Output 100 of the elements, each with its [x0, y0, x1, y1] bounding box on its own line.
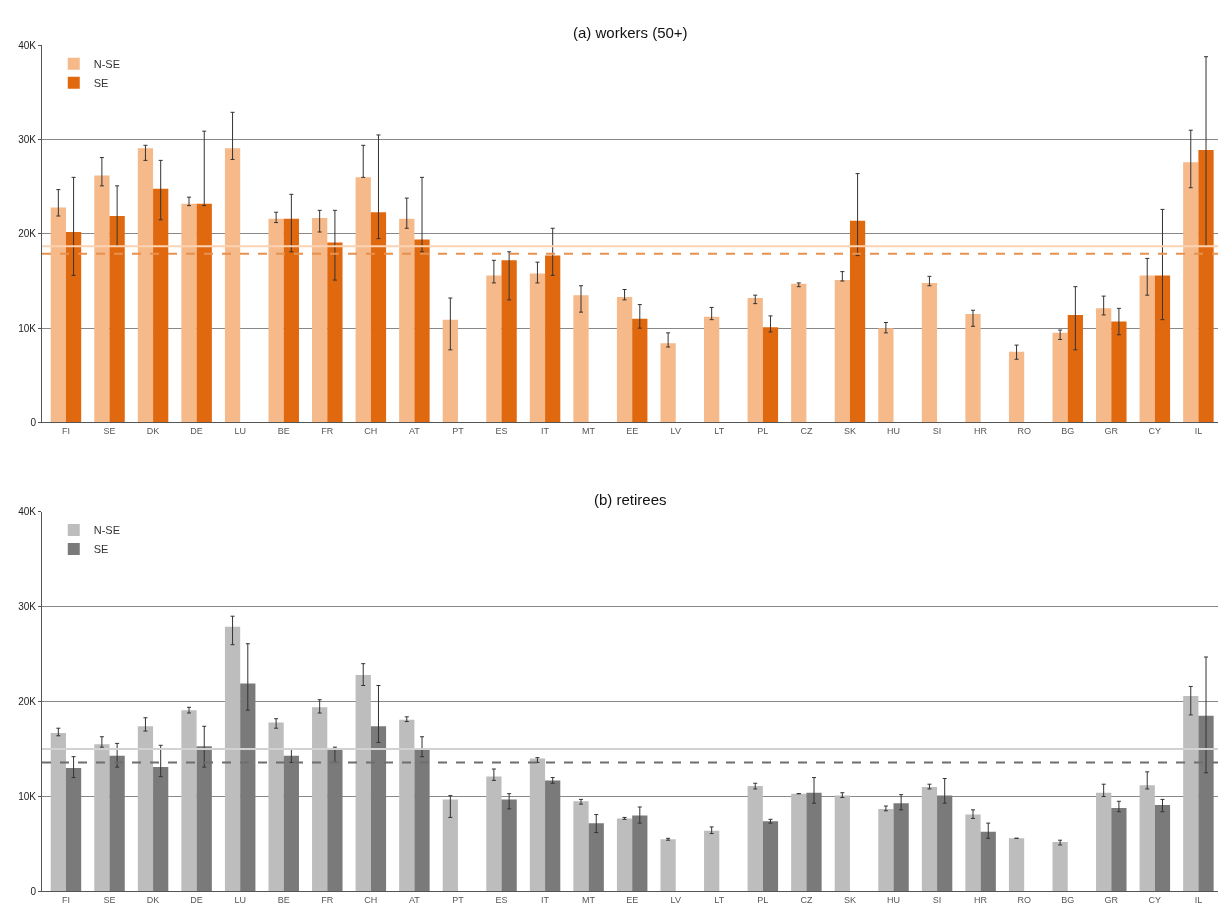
chart-title: (b) retirees: [594, 491, 667, 508]
bar: [109, 216, 125, 423]
bar: [312, 217, 328, 423]
y-tick-label: 10K: [18, 322, 37, 334]
bar: [486, 275, 502, 423]
x-tick-label: RO: [1017, 895, 1031, 906]
bar: [921, 787, 938, 892]
x-tick-label: MT: [582, 895, 596, 906]
bar: [355, 675, 371, 892]
x-tick-label: SE: [103, 426, 116, 437]
bar: [1008, 838, 1025, 892]
x-tick-label: AT: [408, 895, 421, 906]
bar: [573, 295, 589, 423]
x-tick-label: LV: [670, 895, 681, 906]
bar: [1008, 351, 1025, 423]
x-tick-label: CZ: [800, 426, 813, 437]
y-tick-label: 30K: [18, 601, 37, 613]
bar: [893, 803, 909, 892]
bar: [224, 626, 241, 892]
bar: [1154, 275, 1171, 423]
x-tick-label: PT: [452, 426, 465, 437]
bar: [965, 814, 981, 892]
bar: [50, 207, 66, 423]
bar: [616, 297, 633, 423]
x-tick-label: FI: [61, 426, 70, 437]
bar: [94, 175, 110, 423]
bar: [501, 799, 517, 892]
x-tick-label: DK: [146, 426, 160, 437]
legend-label: N-SE: [93, 57, 121, 70]
bar: [791, 793, 807, 892]
chart-title: (a) workers (50+): [573, 24, 688, 41]
x-tick-label: SE: [103, 895, 116, 906]
bar: [312, 707, 328, 892]
bar: [1198, 150, 1214, 423]
y-tick-label: 20K: [18, 696, 37, 708]
x-tick-label: LU: [234, 426, 246, 437]
x-tick-label: SI: [932, 895, 942, 906]
y-tick-label: 40K: [18, 39, 37, 51]
bar: [632, 318, 648, 423]
bar: [660, 343, 676, 423]
x-tick-label: HU: [887, 426, 901, 437]
bar: [529, 758, 546, 892]
bar: [632, 815, 648, 892]
x-tick-label: LT: [714, 426, 725, 437]
x-tick-label: CH: [364, 895, 378, 906]
y-tick-label: 0: [30, 885, 37, 897]
bar: [283, 218, 299, 423]
x-tick-label: IT: [541, 426, 550, 437]
bar: [442, 319, 458, 423]
bar: [588, 823, 604, 892]
bar: [224, 148, 241, 423]
x-tick-label: DK: [146, 895, 160, 906]
x-tick-label: PL: [757, 895, 769, 906]
bar: [616, 818, 633, 892]
x-tick-label: CH: [364, 426, 378, 437]
x-tick-label: PT: [452, 895, 465, 906]
bar: [94, 744, 110, 892]
bar: [327, 242, 343, 423]
x-tick-label: DE: [190, 426, 203, 437]
bar: [1067, 314, 1083, 423]
bar: [1183, 695, 1199, 892]
x-tick-label: SK: [843, 426, 856, 437]
legend-label: SE: [93, 76, 109, 89]
x-tick-label: CY: [1148, 426, 1162, 437]
x-tick-label: EE: [626, 895, 639, 906]
legend-label: SE: [93, 543, 109, 556]
x-tick-label: CZ: [800, 895, 813, 906]
bar: [529, 273, 546, 423]
bar: [921, 282, 938, 423]
bar: [965, 314, 981, 423]
bar: [137, 726, 154, 892]
bar: [980, 831, 996, 892]
bar: [181, 710, 197, 892]
x-tick-label: BG: [1061, 426, 1075, 437]
bar: [545, 255, 561, 423]
bar: [1111, 807, 1127, 892]
x-tick-label: FR: [321, 426, 334, 437]
bar: [370, 212, 387, 423]
x-tick-label: GR: [1104, 426, 1119, 437]
y-tick-label: 30K: [18, 134, 37, 146]
bar: [704, 830, 720, 892]
bar: [181, 203, 197, 423]
y-tick-label: 0: [30, 416, 37, 428]
x-tick-label: RO: [1017, 426, 1031, 437]
bar: [355, 177, 371, 423]
bar: [399, 218, 415, 423]
x-tick-label: LT: [714, 895, 725, 906]
x-tick-label: ES: [495, 895, 508, 906]
x-tick-label: LV: [670, 426, 681, 437]
bar: [1096, 308, 1112, 423]
legend-label: N-SE: [93, 524, 121, 537]
bar: [878, 808, 894, 892]
x-tick-label: AT: [408, 426, 421, 437]
x-tick-label: CY: [1148, 895, 1162, 906]
y-tick-label: 20K: [18, 228, 37, 240]
bar: [196, 203, 212, 423]
bar: [153, 188, 169, 423]
bar: [849, 220, 866, 423]
bar: [937, 795, 953, 892]
bar: [1096, 792, 1112, 892]
